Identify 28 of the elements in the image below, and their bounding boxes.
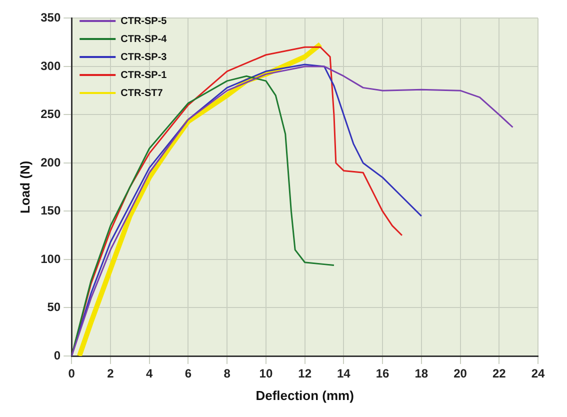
y-axis-title: Load (N)	[17, 160, 32, 214]
y-tick-label: 50	[47, 300, 61, 314]
y-tick-label: 150	[40, 204, 61, 218]
y-tick-label: 100	[40, 252, 61, 266]
x-tick-label: 22	[492, 366, 506, 381]
x-tick-label: 14	[336, 366, 351, 381]
x-tick-label: 6	[184, 366, 192, 381]
legend-label: CTR-ST7	[120, 88, 164, 99]
y-tick-label: 350	[40, 10, 61, 25]
x-tick-label: 24	[531, 366, 545, 381]
legend-label: CTR-SP-4	[120, 34, 168, 45]
y-tick-label: 0	[54, 348, 61, 362]
y-tick-label: 200	[40, 155, 61, 170]
x-tick-label: 18	[414, 366, 428, 381]
x-tick-label: 20	[454, 366, 468, 381]
x-tick-label: 8	[224, 366, 231, 381]
y-tick-label: 250	[40, 107, 61, 122]
x-tick-label: 4	[146, 366, 154, 381]
x-tick-label: 16	[376, 366, 390, 381]
x-tick-label: 0	[68, 366, 76, 381]
x-tick-label: 12	[298, 366, 312, 381]
x-tick-label: 2	[107, 366, 114, 381]
x-tick-label: 10	[259, 366, 273, 381]
y-tick-label: 300	[40, 58, 61, 73]
legend-label: CTR-SP-1	[120, 70, 168, 81]
legend-label: CTR-SP-5	[120, 16, 168, 27]
x-axis-title: Deflection (mm)	[256, 388, 354, 403]
legend-label: CTR-SP-3	[120, 52, 168, 63]
